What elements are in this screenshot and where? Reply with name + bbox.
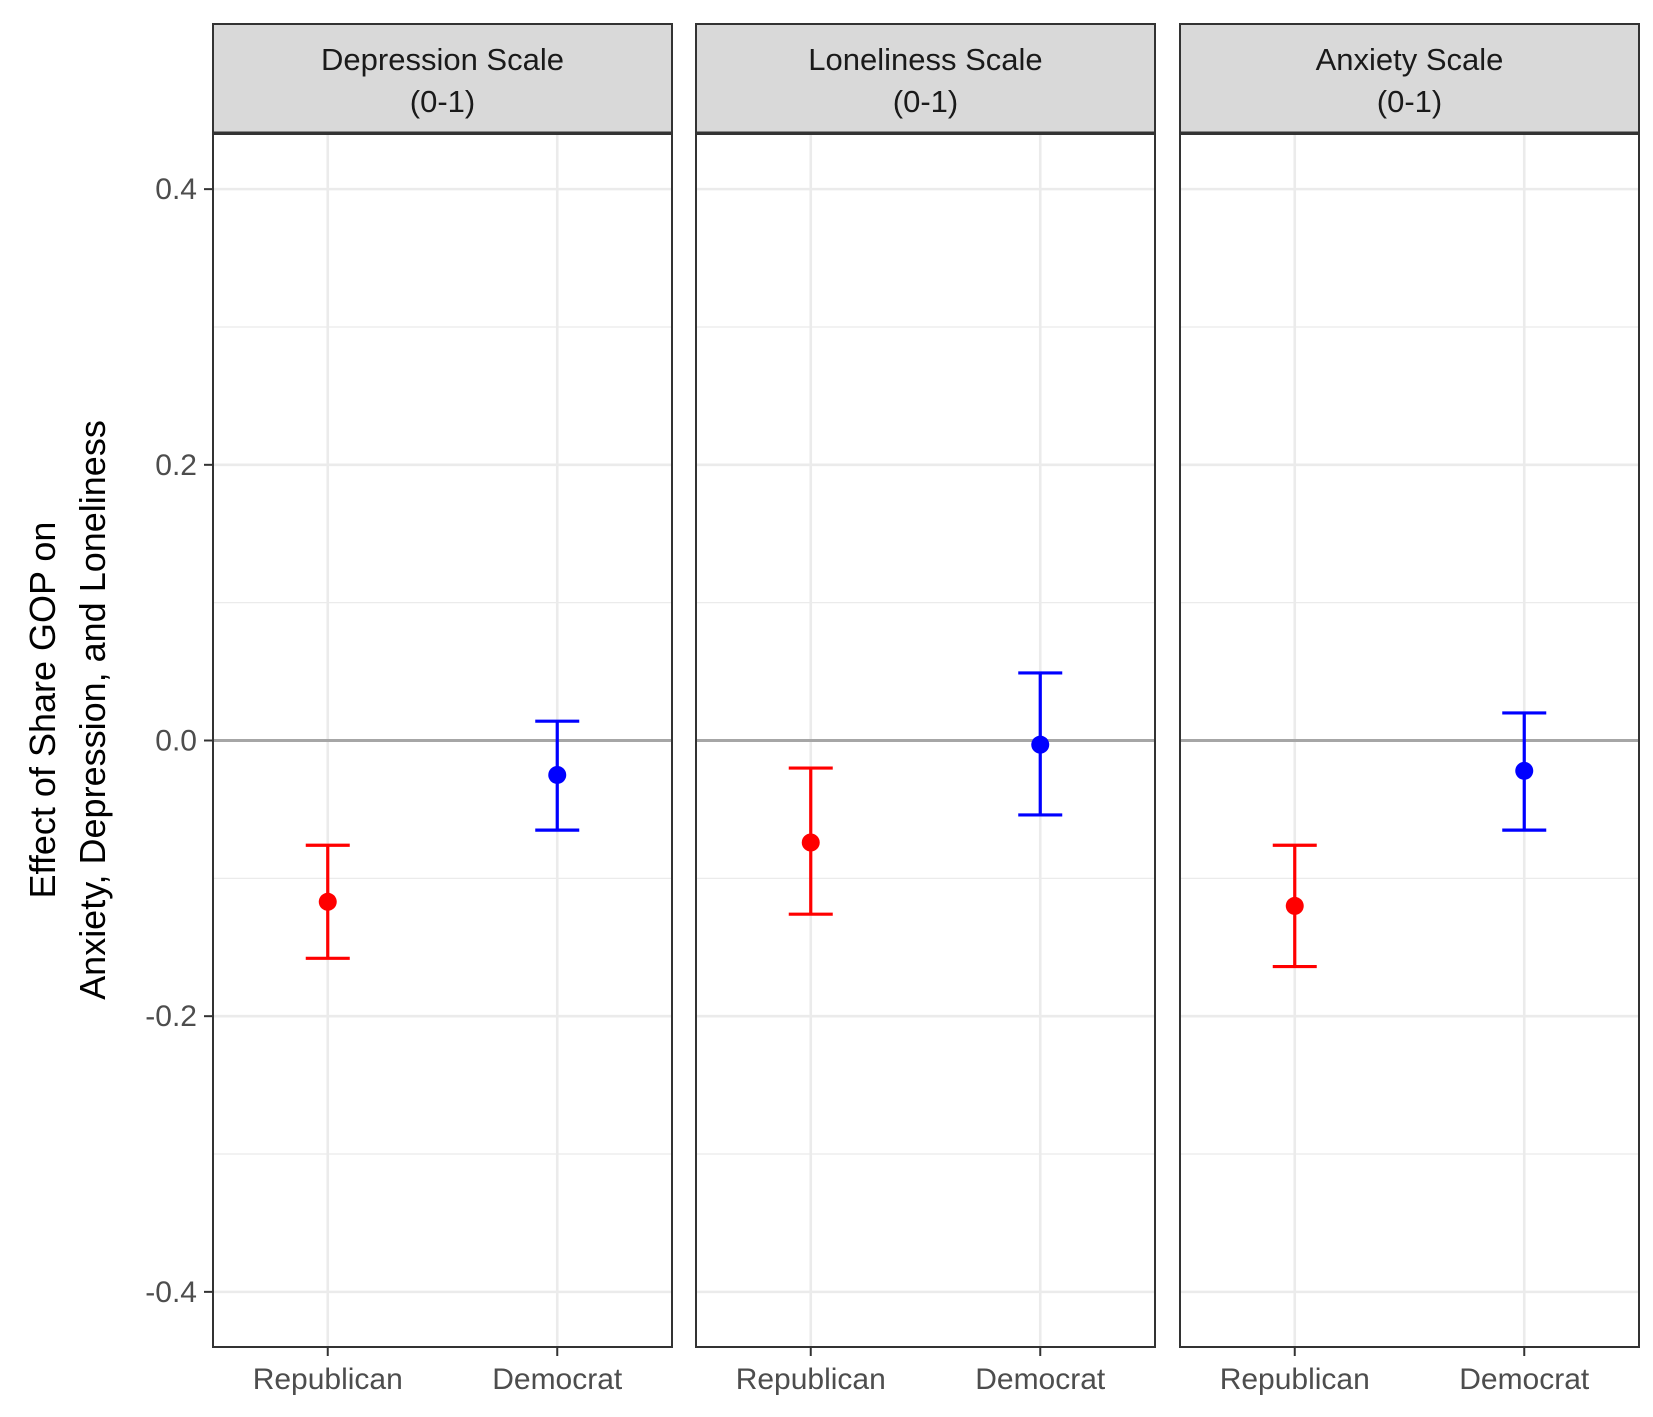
strip-label-line: (0-1) xyxy=(1377,84,1442,119)
errorbar-republican xyxy=(1272,843,1317,969)
x-tick-label: Republican xyxy=(1220,1363,1370,1396)
x-tick-label: Democrat xyxy=(1459,1363,1590,1396)
facet-strip: Loneliness Scale (0-1) xyxy=(695,23,1156,135)
facet-strip: Anxiety Scale (0-1) xyxy=(1179,23,1640,135)
y-axis-title: Effect of Share GOP on Anxiety, Depressi… xyxy=(22,420,113,1000)
errorbar-republican xyxy=(305,843,350,960)
x-tick-label: Republican xyxy=(736,1363,886,1396)
errorbar-democrat xyxy=(535,719,580,832)
x-tick-label: Democrat xyxy=(975,1363,1106,1396)
facet-panel: Loneliness Scale (0-1) Republican Democrat xyxy=(695,23,1156,1396)
strip-label-line: (0-1) xyxy=(410,84,475,119)
y-tick-label: 0.0 xyxy=(155,725,197,758)
strip-label-line: (0-1) xyxy=(893,84,958,119)
facet-panel: Depression Scale (0-1) Republican Democrat xyxy=(212,23,673,1396)
y-axis-title-line-2: Anxiety, Depression, and Loneliness xyxy=(72,420,113,1000)
y-tick-label: 0.4 xyxy=(155,173,197,206)
point-estimate xyxy=(548,765,567,784)
errorbar-democrat xyxy=(1502,711,1547,832)
errorbar-democrat xyxy=(1018,671,1063,817)
strip-label-line: Anxiety Scale xyxy=(1316,42,1504,77)
strip-background xyxy=(212,23,673,134)
x-tick-label: Republican xyxy=(253,1363,403,1396)
point-estimate xyxy=(1285,896,1304,915)
strip-label-line: Loneliness Scale xyxy=(808,42,1042,77)
facet-panel: Anxiety Scale (0-1) Republican Democrat xyxy=(1179,23,1640,1396)
strip-label-line: Depression Scale xyxy=(321,42,564,77)
y-axis-title-line-1: Effect of Share GOP on xyxy=(22,522,63,899)
point-estimate xyxy=(318,892,337,911)
strip-background xyxy=(1179,23,1640,134)
y-axis: 0.4 0.2 0.0 -0.2 -0.4 xyxy=(145,173,213,1309)
errorbar-republican xyxy=(788,766,833,916)
strip-background xyxy=(695,23,1156,134)
point-estimate xyxy=(801,833,820,852)
x-tick-label: Democrat xyxy=(492,1363,623,1396)
point-estimate xyxy=(1031,735,1050,754)
facet-panels: Depression Scale(0-1)Republican DemocratL… xyxy=(212,23,1640,1396)
y-tick-label: -0.4 xyxy=(145,1276,197,1309)
facet-strip: Depression Scale (0-1) xyxy=(212,23,673,135)
point-estimate xyxy=(1515,761,1534,780)
y-tick-label: -0.2 xyxy=(145,1000,197,1033)
y-tick-label: 0.2 xyxy=(155,449,197,482)
